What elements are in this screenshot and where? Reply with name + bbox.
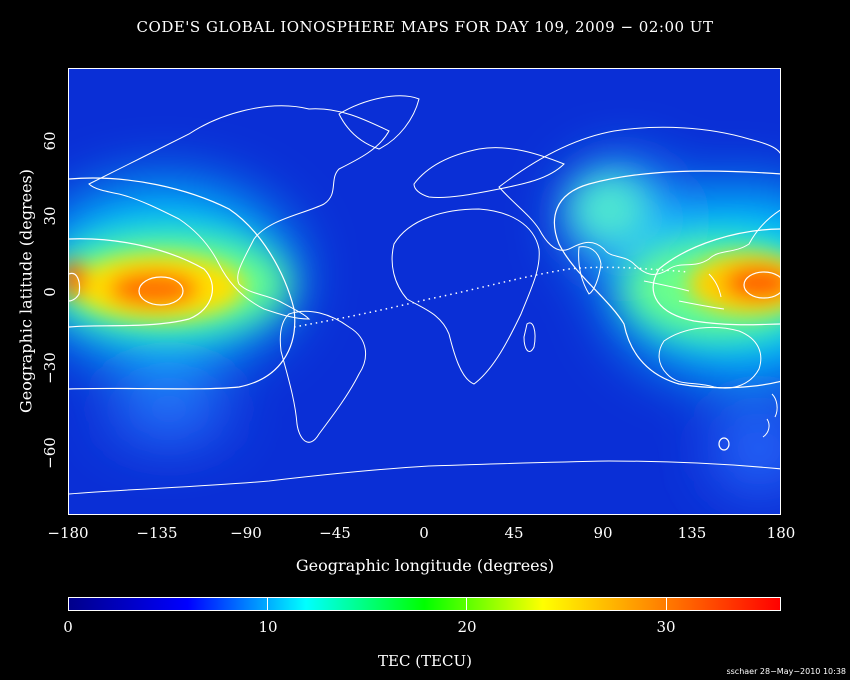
colorbar-tick bbox=[466, 598, 467, 610]
x-tick-label: 90 bbox=[593, 524, 613, 542]
x-tick-label: −135 bbox=[136, 524, 178, 542]
colorbar-label: 10 bbox=[258, 618, 278, 636]
y-tick-label: −60 bbox=[41, 437, 59, 469]
x-tick-label: 180 bbox=[766, 524, 796, 542]
colorbar-tick bbox=[666, 598, 667, 610]
tec-map-canvas bbox=[69, 69, 780, 514]
x-tick-label: 135 bbox=[677, 524, 707, 542]
colorbar-label: 20 bbox=[457, 618, 477, 636]
coast-north-america bbox=[88, 105, 390, 320]
magnetic-equator bbox=[293, 266, 690, 328]
coast-india bbox=[578, 246, 602, 295]
coast-europe bbox=[413, 147, 565, 198]
x-tick-label: −180 bbox=[47, 524, 89, 542]
y-tick-label: 0 bbox=[41, 287, 59, 297]
x-tick-label: −90 bbox=[230, 524, 262, 542]
coast-madagascar bbox=[523, 322, 536, 352]
y-tick-label: −30 bbox=[41, 352, 59, 384]
tec-field-high bbox=[69, 254, 780, 319]
credit-stamp: sschaer 28−May−2010 10:38 bbox=[726, 667, 846, 676]
x-tick-label: 45 bbox=[504, 524, 524, 542]
coast-antarctica bbox=[69, 460, 780, 495]
coast-new-zealand bbox=[762, 393, 778, 438]
coast-greenland bbox=[338, 95, 420, 150]
coastlines bbox=[69, 95, 780, 495]
coast-south-america bbox=[279, 310, 367, 443]
coast-australia bbox=[658, 326, 762, 389]
x-tick-label: 0 bbox=[419, 524, 429, 542]
colorbar-title: TEC (TECU) bbox=[378, 652, 472, 670]
tec-map[interactable] bbox=[68, 68, 781, 515]
y-axis-label: Geographic latitude (degrees) bbox=[16, 169, 36, 413]
coast-indonesia bbox=[643, 273, 725, 310]
x-axis-label: Geographic longitude (degrees) bbox=[295, 556, 555, 575]
coast-asia bbox=[498, 126, 780, 275]
colorbar-tick bbox=[267, 598, 268, 610]
colorbar bbox=[68, 597, 781, 611]
y-tick-label: 30 bbox=[41, 206, 59, 226]
colorbar-label: 30 bbox=[656, 618, 676, 636]
y-tick-label: 60 bbox=[41, 131, 59, 151]
x-tick-label: −45 bbox=[319, 524, 351, 542]
colorbar-label: 0 bbox=[63, 618, 73, 636]
map-title: CODE'S GLOBAL IONOSPHERE MAPS FOR DAY 10… bbox=[136, 18, 714, 36]
coast-africa bbox=[391, 208, 540, 385]
